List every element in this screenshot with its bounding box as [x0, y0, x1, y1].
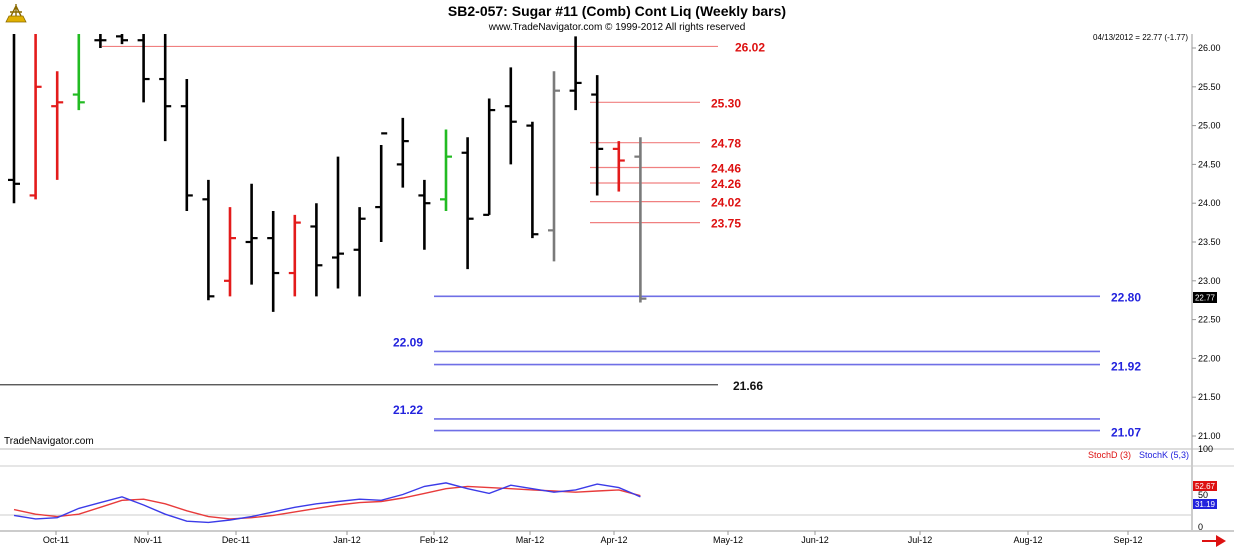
price-bar — [310, 203, 323, 297]
time-tick-label: Apr-12 — [600, 535, 627, 545]
last-price-marker: 22.77 — [1193, 292, 1217, 303]
time-tick-label: Mar-12 — [516, 535, 545, 545]
price-bar — [461, 137, 474, 270]
price-panel — [0, 34, 1234, 532]
price-bar — [612, 141, 625, 192]
stoch-value-label: 52.67 — [1195, 482, 1216, 491]
time-tick-label: Jun-12 — [801, 535, 829, 545]
price-bar — [224, 207, 236, 297]
chart-subtitle: www.TradeNavigator.com © 1999-2012 All r… — [488, 22, 746, 33]
price-tick-label: 25.50 — [1198, 82, 1221, 92]
level-label-22-09: 22.09 — [393, 335, 423, 349]
level-label-26-02: 26.02 — [735, 40, 765, 54]
price-bar — [353, 207, 366, 297]
stoch-tick-label: 0 — [1198, 522, 1203, 532]
level-label-21-22: 21.22 — [393, 403, 423, 417]
watermark-text: TradeNavigator.com — [4, 436, 94, 447]
scroll-right-arrow[interactable] — [1202, 535, 1226, 547]
stoch-d-legend: StochD (3) — [1088, 450, 1131, 460]
price-bar — [180, 79, 193, 211]
price-bar — [483, 98, 496, 216]
price-bar — [440, 129, 452, 211]
price-bar — [159, 34, 172, 142]
time-tick-label: Sep-12 — [1113, 535, 1142, 545]
price-bar — [504, 67, 517, 165]
chart-header: SB2-057: Sugar #11 (Comb) Cont Liq (Week… — [2, 2, 1188, 42]
last-price-label: 22.77 — [1195, 294, 1216, 303]
price-bar — [8, 34, 20, 204]
price-bar — [396, 117, 409, 188]
stochastic-legend: StochD (3) StochK (5,3) — [1088, 450, 1189, 460]
price-bar — [51, 71, 64, 180]
stochastic-axis: 100 50 0 52.67 31.19 — [1193, 444, 1217, 532]
level-label-22-80: 22.80 — [1111, 290, 1141, 304]
stoch-d-line — [13, 485, 641, 520]
price-bar — [72, 34, 85, 111]
level-label-24-26: 24.26 — [711, 177, 741, 191]
level-label-24-78: 24.78 — [711, 137, 741, 151]
price-bar — [375, 132, 388, 242]
time-tick-label: Jan-12 — [333, 535, 361, 545]
price-tick-label: 25.00 — [1198, 121, 1221, 131]
price-bar — [526, 121, 539, 239]
level-label-21-66: 21.66 — [733, 379, 763, 393]
time-tick-label: Dec-11 — [222, 535, 250, 545]
price-tick-label: 24.00 — [1198, 198, 1221, 208]
price-tick-label: 23.50 — [1198, 237, 1221, 247]
price-bar — [137, 34, 150, 103]
price-tick-label: 26.00 — [1198, 43, 1221, 53]
time-tick-label: May-12 — [713, 535, 743, 545]
level-label-25-30: 25.30 — [711, 96, 741, 110]
price-axis: 26.00 25.50 25.00 24.50 24.00 23.50 23.00 22.50… — [1192, 43, 1221, 441]
price-bar — [634, 137, 647, 303]
quote-label: 04/13/2012 = 22.77 (-1.77) — [1093, 33, 1188, 42]
trade-navigator-logo — [2, 2, 30, 26]
price-bar — [202, 179, 215, 301]
time-tick-label: Feb-12 — [420, 535, 449, 545]
stochastic-panel — [0, 482, 1192, 524]
price-tick-label: 23.00 — [1198, 276, 1221, 286]
price-bar — [548, 71, 560, 262]
stoch-tick-label: 100 — [1198, 444, 1213, 454]
stoch-value-box — [1193, 499, 1217, 509]
price-bar — [29, 34, 42, 200]
price-bar — [332, 156, 344, 289]
price-tick-label: 24.50 — [1198, 159, 1221, 169]
stoch-k-legend: StochK (5,3) — [1139, 450, 1189, 460]
stoch-value-label: 31.19 — [1195, 500, 1216, 509]
stoch-value-box — [1193, 481, 1217, 491]
price-tick-label: 21.50 — [1198, 392, 1221, 402]
price-bar — [288, 214, 301, 297]
price-bar — [267, 210, 280, 312]
price-tick-label: 21.00 — [1198, 431, 1221, 441]
price-bar — [116, 34, 128, 45]
time-tick-label: Jul-12 — [908, 535, 933, 545]
level-label-24-02: 24.02 — [711, 196, 741, 210]
price-bar — [245, 183, 258, 285]
price-bar — [569, 36, 582, 111]
price-bar — [591, 75, 604, 196]
price-bar — [94, 34, 107, 48]
level-label-24-46: 24.46 — [711, 162, 741, 176]
price-bar — [418, 179, 431, 250]
time-tick-label: Oct-11 — [43, 535, 69, 545]
time-axis: Oct-11 Nov-11 Dec-11 Jan-12 Feb-12 Mar-12 Apr-… — [43, 531, 1143, 545]
time-tick-label: Nov-11 — [134, 535, 162, 545]
level-label-21-07: 21.07 — [1111, 426, 1141, 440]
price-tick-label: 22.50 — [1198, 315, 1221, 325]
stoch-tick-label: 50 — [1198, 490, 1208, 500]
price-tick-label: 22.00 — [1198, 353, 1221, 363]
stoch-k-line — [13, 482, 641, 524]
time-tick-label: Aug-12 — [1013, 535, 1042, 545]
level-label-23-75: 23.75 — [711, 217, 741, 231]
price-bars — [8, 34, 647, 312]
chart-title: SB2-057: Sugar #11 (Comb) Cont Liq (Week… — [448, 3, 786, 19]
level-label-21-92: 21.92 — [1111, 360, 1141, 374]
